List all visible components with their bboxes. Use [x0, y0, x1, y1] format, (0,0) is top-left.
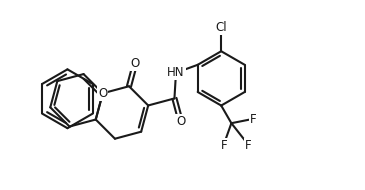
Text: F: F — [250, 113, 257, 126]
Text: HN: HN — [167, 66, 185, 79]
Text: O: O — [131, 57, 140, 70]
Text: F: F — [221, 139, 228, 152]
Text: O: O — [98, 87, 107, 100]
Text: F: F — [245, 139, 251, 152]
Text: Cl: Cl — [215, 21, 227, 34]
Text: O: O — [176, 115, 185, 128]
